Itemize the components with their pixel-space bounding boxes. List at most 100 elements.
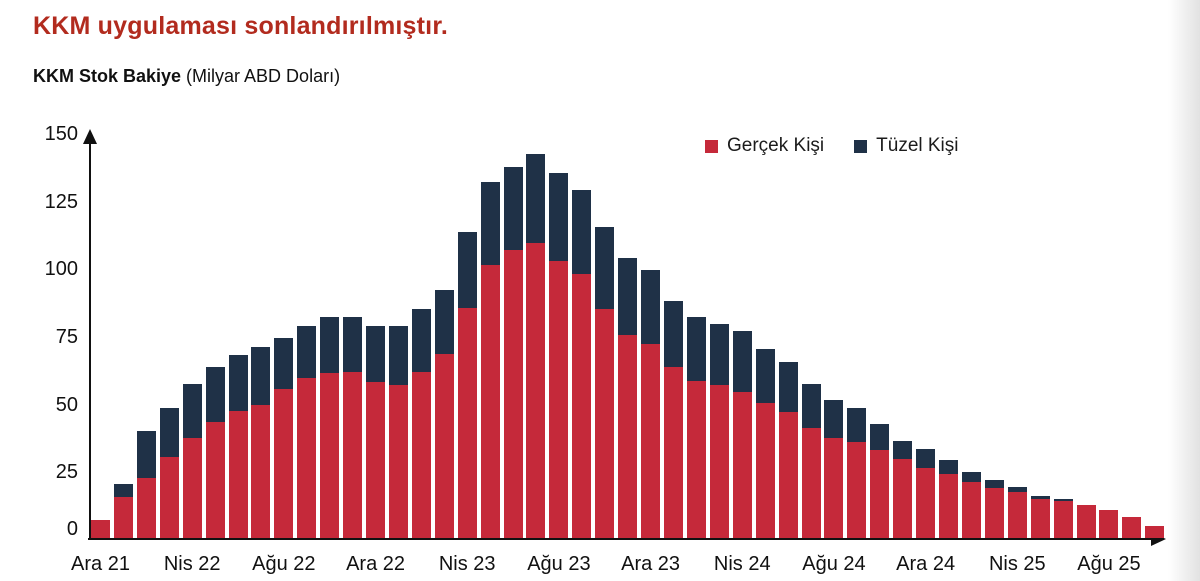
bar-Ağu-22 xyxy=(274,337,294,538)
bar-segment-gercek xyxy=(1099,510,1119,538)
bar-segment-gercek xyxy=(916,467,936,538)
bar-segment-tuzel xyxy=(182,383,202,438)
bar-Oca-24 xyxy=(664,301,683,538)
bar-segment-gercek xyxy=(1122,517,1142,538)
y-axis-line xyxy=(89,142,91,539)
x-tick-label-Ağu-24: Ağu 24 xyxy=(802,553,866,575)
bar-segment-tuzel xyxy=(664,301,683,368)
bar-Ağu-23 xyxy=(549,172,569,538)
bar-segment-tuzel xyxy=(755,348,775,403)
bar-segment-gercek xyxy=(91,520,110,538)
bar-segment-gercek xyxy=(732,391,752,538)
bar-segment-tuzel xyxy=(411,309,431,372)
bar-Tem-24 xyxy=(801,383,821,538)
bar-segment-tuzel xyxy=(732,330,752,392)
bar-segment-tuzel xyxy=(939,459,959,475)
bar-Kas-24 xyxy=(893,440,913,538)
bar-Ağu-25 xyxy=(1099,510,1119,538)
x-axis-line xyxy=(88,538,1154,540)
bar-segment-gercek xyxy=(274,389,294,538)
bar-segment-tuzel xyxy=(205,367,225,422)
x-tick-label-Nis-24: Nis 24 xyxy=(713,553,771,575)
bar-segment-tuzel xyxy=(984,479,1004,488)
x-tick-label-Nis-23: Nis 23 xyxy=(438,553,496,575)
bar-Oca-23 xyxy=(388,325,408,538)
bar-segment-gercek xyxy=(801,428,821,538)
bar-Şub-22 xyxy=(136,431,156,538)
bar-segment-tuzel xyxy=(778,362,798,413)
legend-swatch-tuzel-icon xyxy=(854,139,868,153)
y-tick-label-50: 50 xyxy=(55,393,78,416)
bar-Eki-25 xyxy=(1145,526,1165,538)
bar-segment-gercek xyxy=(1076,504,1096,538)
bar-segment-gercek xyxy=(182,437,202,538)
bar-segment-gercek xyxy=(411,371,431,538)
legend-label-tuzel: Tüzel Kişi xyxy=(876,135,959,156)
x-tick-label-Ağu-25: Ağu 25 xyxy=(1077,553,1141,575)
bar-segment-tuzel xyxy=(136,431,156,479)
bar-segment-tuzel xyxy=(457,232,477,308)
bar-segment-tuzel xyxy=(824,399,844,438)
bar-segment-gercek xyxy=(847,441,867,538)
page-title: KKM uygulaması sonlandırılmıştır. xyxy=(33,12,449,40)
bar-Ara-23 xyxy=(641,270,661,538)
bar-segment-tuzel xyxy=(870,424,890,451)
x-tick-label-Ara-21: Ara 21 xyxy=(71,553,130,575)
bar-Nis-24 xyxy=(732,330,752,538)
bar-segment-gercek xyxy=(664,367,683,538)
bar-Haz-23 xyxy=(503,167,523,538)
bar-segment-gercek xyxy=(366,382,386,538)
bar-segment-gercek xyxy=(984,487,1004,538)
bar-segment-gercek xyxy=(686,380,706,538)
bar-Ağu-24 xyxy=(824,399,844,538)
bar-Kas-22 xyxy=(343,317,363,538)
y-tick-label-150: 150 xyxy=(44,122,78,145)
bar-Şub-25 xyxy=(961,471,981,538)
x-tick-label-Nis-22: Nis 22 xyxy=(163,553,221,575)
bar-Eyl-24 xyxy=(847,408,867,538)
bar-Haz-22 xyxy=(228,355,248,538)
bar-segment-tuzel xyxy=(595,226,615,310)
bar-segment-tuzel xyxy=(480,182,500,265)
bar-segment-tuzel xyxy=(274,337,294,390)
bar-segment-gercek xyxy=(755,402,775,538)
bar-Ara-21 xyxy=(91,520,110,538)
legend-swatch-gercek-icon xyxy=(705,139,718,153)
bar-Mar-22 xyxy=(159,408,179,538)
bar-segment-gercek xyxy=(1007,491,1027,538)
bar-segment-tuzel xyxy=(686,317,706,381)
bar-segment-gercek xyxy=(618,334,638,538)
x-tick-label-Ağu-22: Ağu 22 xyxy=(252,553,316,575)
bar-segment-tuzel xyxy=(893,440,913,460)
bar-segment-gercek xyxy=(205,421,225,538)
bar-segment-gercek xyxy=(778,412,798,538)
bar-Eki-24 xyxy=(870,424,890,538)
bar-segment-tuzel xyxy=(618,257,638,335)
x-tick-label-Ara-22: Ara 22 xyxy=(346,553,405,575)
bar-Nis-23 xyxy=(457,232,477,538)
bar-segment-gercek xyxy=(136,478,156,538)
bar-segment-tuzel xyxy=(251,347,271,406)
bar-segment-tuzel xyxy=(961,471,981,483)
bar-segment-tuzel xyxy=(549,172,569,261)
bar-segment-gercek xyxy=(870,450,890,538)
bar-Eyl-23 xyxy=(572,190,592,538)
bar-segment-gercek xyxy=(113,497,133,538)
bar-segment-gercek xyxy=(320,372,340,538)
bar-segment-tuzel xyxy=(916,448,936,468)
bar-segment-tuzel xyxy=(388,325,408,386)
bar-segment-gercek xyxy=(641,344,661,538)
y-axis-arrow-icon xyxy=(83,129,97,144)
bar-segment-tuzel xyxy=(159,408,179,457)
bar-May-25 xyxy=(1030,496,1050,538)
y-tick-label-25: 25 xyxy=(55,461,78,484)
bar-segment-gercek xyxy=(480,264,500,538)
bar-Eki-22 xyxy=(320,317,340,538)
bar-segment-tuzel xyxy=(113,483,133,498)
bar-Ara-22 xyxy=(366,325,386,538)
bar-Oca-25 xyxy=(939,459,959,538)
chart-legend: Gerçek Kişi Tüzel Kişi xyxy=(705,135,959,157)
bar-Tem-23 xyxy=(526,153,546,538)
bar-segment-gercek xyxy=(503,249,523,538)
